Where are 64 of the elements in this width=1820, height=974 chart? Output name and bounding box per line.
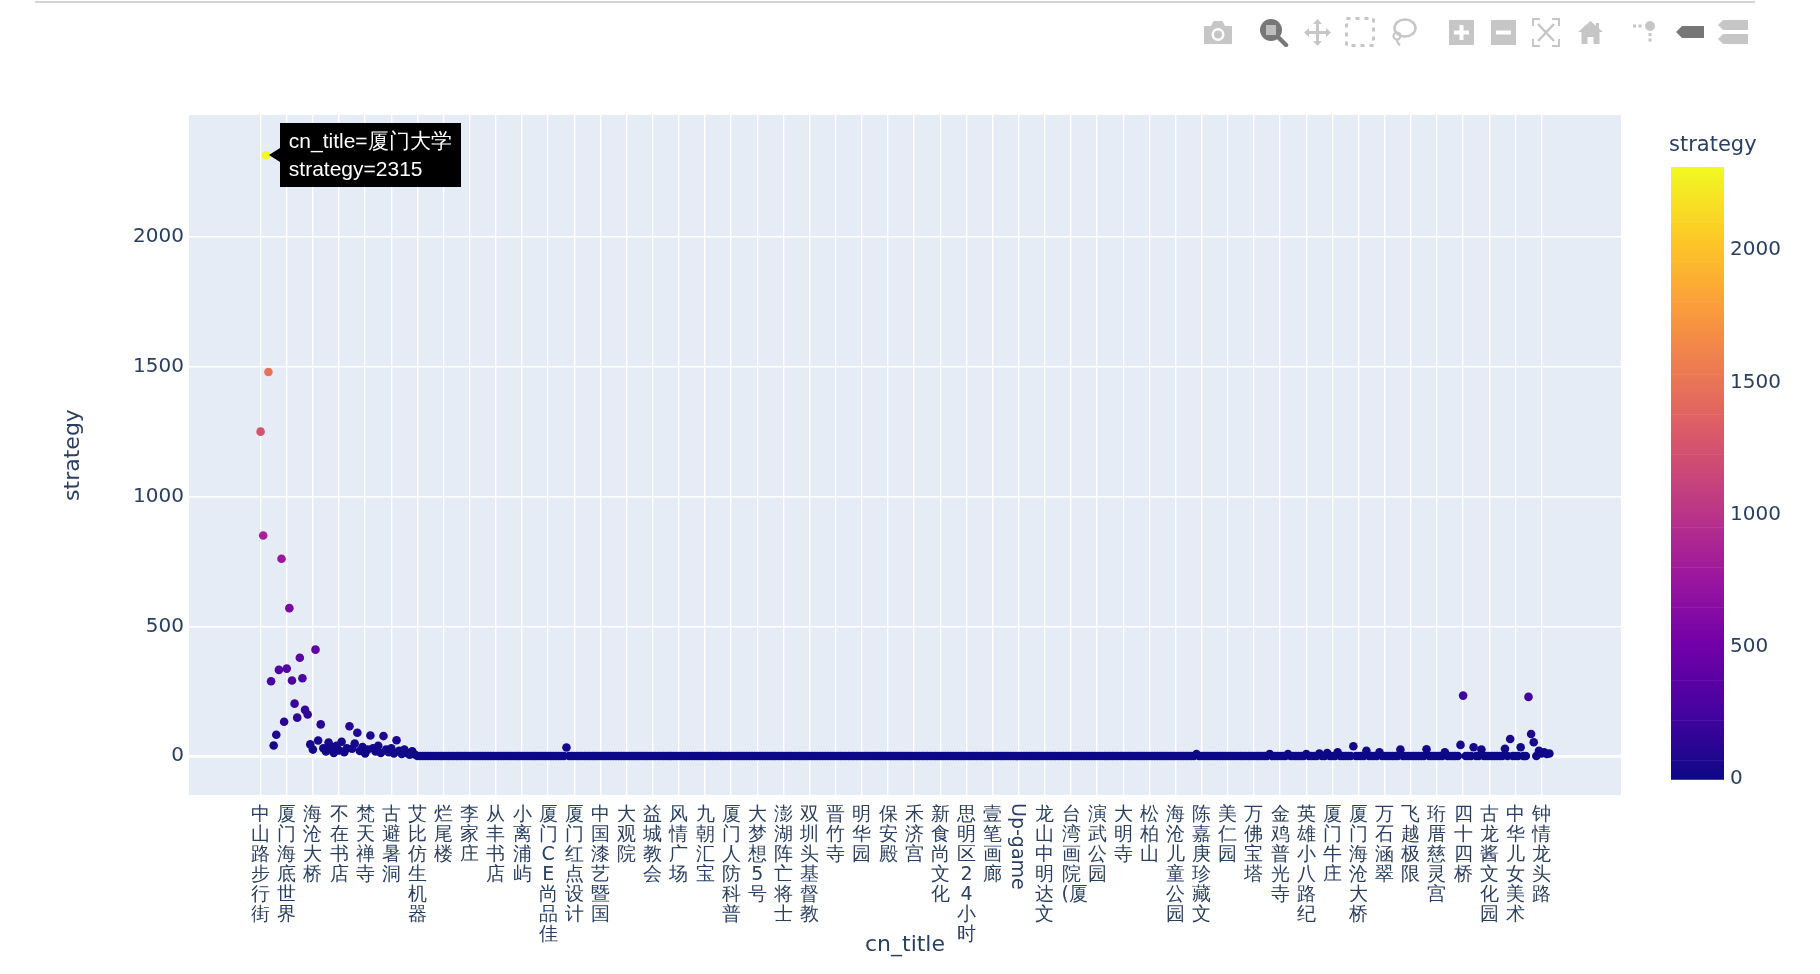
x-tick-label: 风情广场 [669,802,689,884]
x-tick-label: 大明寺 [1113,802,1133,864]
x-tick-label: 小离浦屿 [512,802,532,884]
x-tick-label: 烂尾楼 [434,802,454,864]
x-tick-label: 演武公园 [1087,802,1107,884]
x-tick-label: 从丰书店 [486,802,506,884]
color-bar-title: strategy [1669,132,1757,157]
x-tick-label: 澎湖阵亡将士 [773,802,793,924]
x-tick-label: 英雄小八路纪 [1296,802,1316,924]
color-bar-label: 1500 [1730,368,1781,393]
x-tick-label: 古龙酱文化园 [1479,802,1499,924]
x-tick-label: 台湾画院(厦 [1061,802,1088,904]
x-tick-label: 李家庄 [460,802,480,864]
x-tick-label: 钟情龙头路 [1532,802,1552,904]
x-tick-label: 飞越极限 [1401,802,1421,884]
y-axis-title: strategy [58,409,84,501]
x-tick-label: 万佛宝塔 [1244,802,1264,884]
x-tick-label: 厦门牛庄 [1322,802,1342,884]
x-tick-label: 中国漆艺暨国 [590,802,610,924]
x-tick-label: 松柏山 [1139,802,1159,864]
color-bar-label: 0 [1730,765,1743,790]
x-tick-label: 壹笔画廊 [983,802,1003,884]
x-tick-label: 万石涵翠 [1375,802,1395,884]
x-tick-label: 美仁园 [1218,802,1238,864]
x-tick-label: 禾济宫 [904,802,924,864]
x-tick-label: 古避暑洞 [381,802,401,884]
color-bar-label: 500 [1730,633,1769,658]
y-tick-label: 2000 [133,223,184,248]
x-tick-label: 新食尚文化 [930,802,950,904]
x-tick-label: 厦门海沧大桥 [1349,802,1369,924]
x-tick-label: 陈嘉庚珍藏文 [1192,802,1212,924]
x-tick-label: 梵天禅寺 [355,802,375,884]
x-tick-label: 中华儿女美术 [1505,802,1525,924]
x-tick-label: 双圳头基督教 [800,802,820,924]
annotation: cn_title=厦门大学 strategy=2315 [288,129,452,181]
color-bar-label: 1000 [1730,500,1781,525]
x-axis-title: cn_title [864,930,946,957]
color-bar-label: 2000 [1730,236,1781,261]
x-tick-label: 厦门红点设计 [564,802,584,924]
x-tick-label: 四十四桥 [1453,802,1473,884]
x-tick-label: 思明区24小时 [956,802,976,944]
x-tick-label: 厦门海底世界 [277,802,297,924]
y-tick-label: 1000 [133,482,184,507]
y-tick-label: 0 [171,742,184,767]
x-tick-label: 金鸡普光寺 [1270,802,1290,904]
x-tick-label: 厦门CE尚品佳 [538,802,558,944]
y-tick-label: 1500 [133,352,184,377]
x-tick-label: 晋竹寺 [826,802,846,864]
x-tick-label: 九朝汇宝 [695,802,715,884]
x-tick-label: 珩厝慈灵宫 [1427,802,1447,904]
x-tick-label: 海沧大桥 [303,802,323,884]
x-tick-label: 大梦想5号 [747,802,767,904]
x-tick-label: 益城教会 [643,802,663,884]
x-tick-label: 龙山中明达文 [1035,802,1055,924]
x-tick-label: 保安殿 [878,802,898,864]
x-tick-label: 厦门人防科普 [721,802,741,924]
y-tick-label: 500 [145,612,184,637]
x-tick-label: 艾比仿生机器 [407,802,427,924]
x-tick-label: 不在书店 [329,802,349,884]
x-tick-label: 大观院 [617,802,637,864]
x-tick-label: 明华园 [852,802,872,864]
x-tick-label: Up-game [1008,803,1031,890]
x-tick-label: 海沧儿童公园 [1166,802,1186,924]
x-tick-label: 中山路步行街 [251,802,271,924]
